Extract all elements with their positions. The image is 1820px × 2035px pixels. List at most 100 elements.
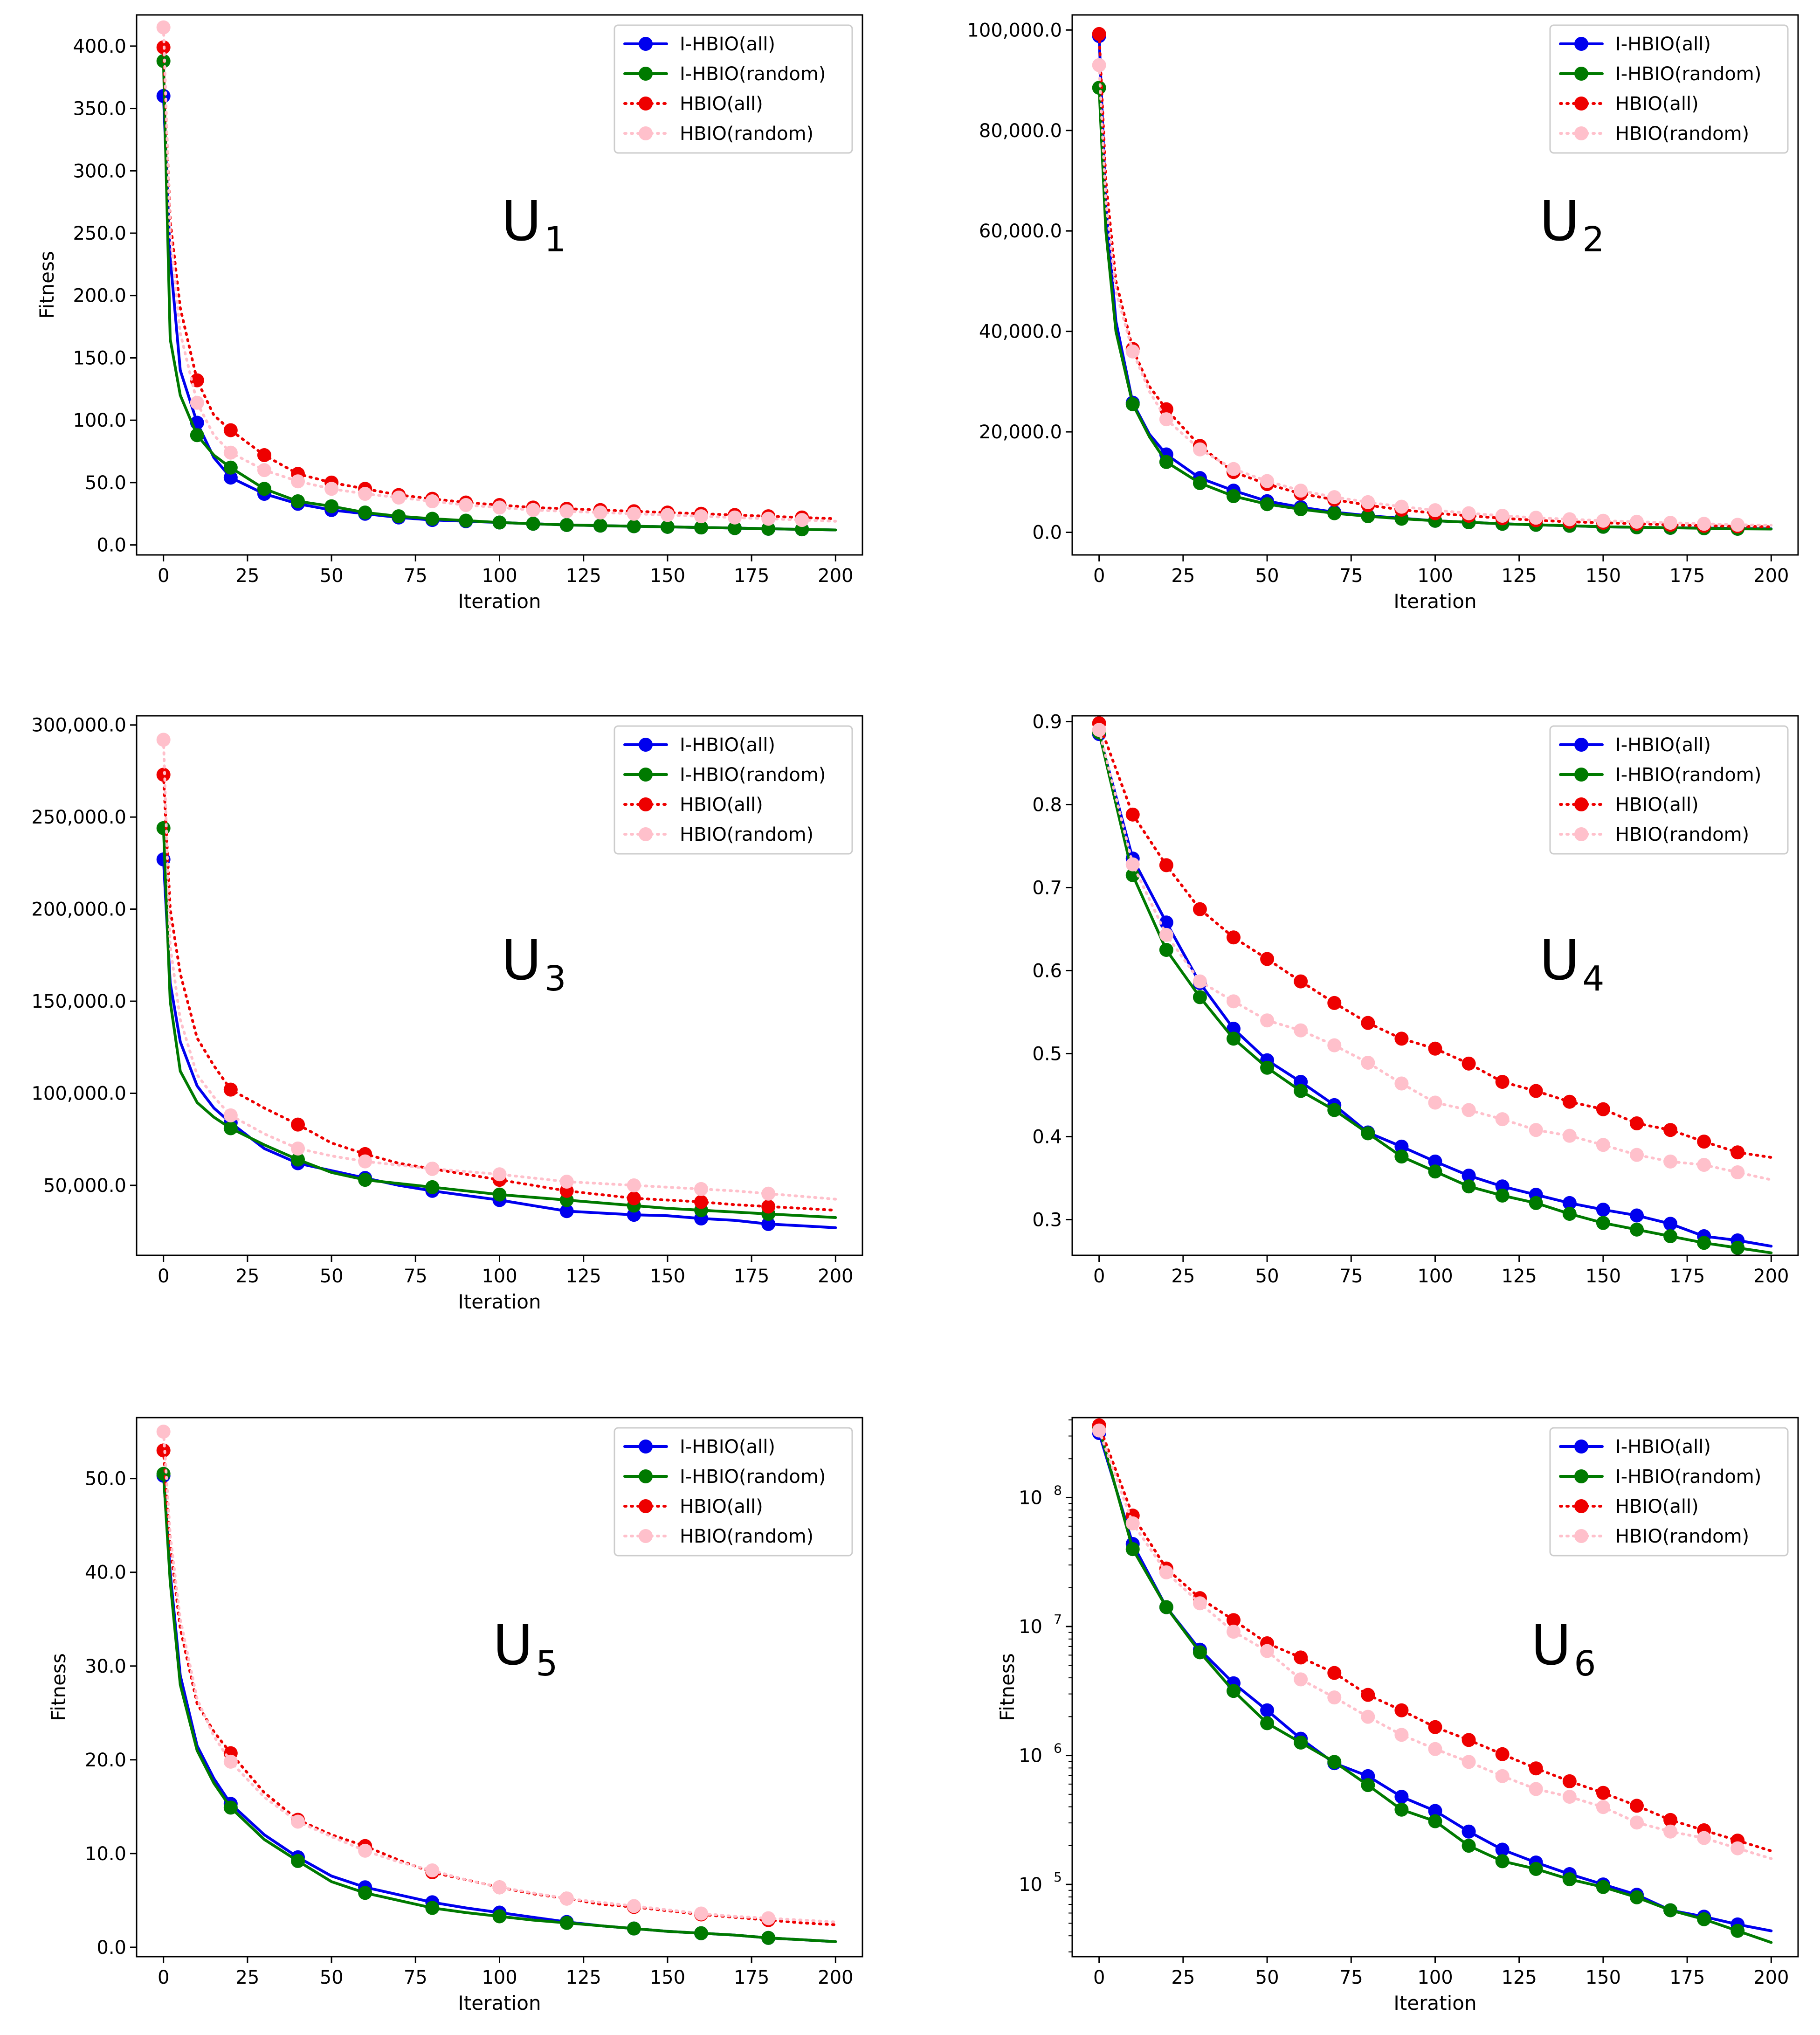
- data-point: [1092, 27, 1106, 41]
- legend: I-HBIO(all) I-HBIO(random) HBIO(all) HBIO(r…: [614, 1427, 853, 1557]
- data-point: [1596, 1216, 1610, 1230]
- x-tick-label: 175: [1669, 1266, 1705, 1287]
- data-point: [1294, 974, 1308, 989]
- legend-swatch-marker: [1574, 738, 1588, 752]
- data-point: [1730, 518, 1745, 532]
- panel-label: U1: [501, 189, 566, 260]
- data-point: [1260, 1013, 1275, 1028]
- data-point: [257, 463, 271, 478]
- y-tick-label: 30.0: [85, 1656, 126, 1677]
- data-point: [1294, 502, 1308, 516]
- x-tick-label: 175: [1669, 565, 1705, 587]
- panel-letter: U: [501, 189, 541, 253]
- legend-entry-label: I-HBIO(all): [680, 734, 775, 756]
- x-tick-label: 25: [235, 1967, 259, 1988]
- y-tick-label: 0.9: [1032, 711, 1062, 733]
- data-point: [1529, 1862, 1543, 1876]
- data-point: [1730, 1841, 1745, 1855]
- data-point: [1361, 1126, 1375, 1141]
- legend-entry-label: HBIO(all): [680, 794, 763, 816]
- legend-box: [614, 1427, 853, 1557]
- y-tick-label: 0.6: [1032, 960, 1062, 982]
- data-point: [156, 768, 171, 782]
- legend-entry-label: I-HBIO(all): [680, 1436, 775, 1458]
- data-point: [1428, 1742, 1442, 1756]
- x-tick-label: 50: [1255, 565, 1279, 587]
- data-point: [1125, 857, 1140, 872]
- y-tick-label: 250,000.0: [31, 807, 126, 828]
- legend-swatch-marker: [639, 738, 653, 752]
- data-point: [425, 1901, 440, 1915]
- plot-area: [1092, 1418, 1773, 1944]
- data-point: [1227, 489, 1241, 503]
- data-point: [795, 513, 809, 527]
- data-point: [1159, 928, 1173, 942]
- x-tick-label: 150: [1586, 1967, 1621, 1988]
- data-point: [1394, 1703, 1409, 1717]
- data-point: [156, 1467, 171, 1481]
- data-point: [223, 1082, 238, 1097]
- data-point: [1663, 1903, 1678, 1917]
- data-point: [257, 448, 271, 463]
- y-tick-label: 0.0: [1032, 522, 1062, 544]
- legend-swatch-marker: [639, 797, 653, 811]
- data-point: [1697, 1236, 1711, 1250]
- data-point: [559, 1891, 574, 1906]
- y-tick-label: 400.0: [73, 36, 126, 57]
- data-point: [1394, 499, 1409, 514]
- data-point: [156, 733, 171, 747]
- data-point: [1227, 1031, 1241, 1046]
- x-tick-label: 0: [1093, 1266, 1105, 1287]
- data-point: [1596, 1102, 1610, 1116]
- data-point: [1193, 1596, 1207, 1611]
- data-point: [1125, 1516, 1140, 1530]
- legend-entry-label: I-HBIO(all): [1615, 34, 1711, 55]
- data-point: [627, 1921, 641, 1936]
- data-point: [459, 513, 473, 528]
- x-tick-label: 50: [320, 565, 344, 587]
- panel-letter: U: [1531, 1613, 1571, 1677]
- legend-swatch-marker: [639, 67, 653, 81]
- data-point: [1630, 1116, 1644, 1130]
- y-tick-label: 50.0: [85, 472, 126, 494]
- data-point: [1193, 990, 1207, 1004]
- legend-entry-label: I-HBIO(random): [680, 764, 826, 786]
- data-point: [459, 498, 473, 512]
- y-axis-label: Fitness: [47, 1653, 70, 1721]
- y-tick-label: 100,000.0: [967, 20, 1062, 41]
- data-point: [526, 503, 540, 517]
- data-point: [291, 474, 305, 489]
- data-point: [1428, 1095, 1442, 1110]
- y-tick-label: 150,000.0: [31, 991, 126, 1012]
- legend-entry-label: HBIO(random): [680, 1526, 813, 1547]
- y-tick-exponent: 5: [1054, 1869, 1062, 1885]
- data-point: [1630, 1890, 1644, 1904]
- y-tick-exponent: 7: [1054, 1612, 1062, 1627]
- data-point: [1125, 868, 1140, 882]
- x-tick-label: 0: [158, 1967, 169, 1988]
- panel-letter: U: [1539, 928, 1579, 992]
- legend-swatch-marker: [1574, 1499, 1588, 1513]
- data-point: [761, 512, 776, 526]
- data-point: [425, 1162, 440, 1176]
- data-point: [1529, 1196, 1543, 1210]
- data-point: [1730, 1165, 1745, 1179]
- data-point: [1562, 1774, 1577, 1788]
- data-point: [1462, 1839, 1476, 1853]
- data-point: [190, 428, 204, 443]
- legend-swatch-marker: [639, 126, 653, 140]
- x-tick-label: 0: [1093, 565, 1105, 587]
- data-point: [694, 509, 708, 524]
- data-point: [1294, 484, 1308, 498]
- data-point: [1462, 1733, 1476, 1747]
- data-point: [324, 482, 339, 496]
- data-point: [728, 510, 742, 525]
- y-tick-label: 250.0: [73, 223, 126, 244]
- legend-swatch-marker: [1574, 1469, 1588, 1483]
- data-point: [1428, 1041, 1442, 1056]
- data-point: [1730, 1240, 1745, 1255]
- data-point: [492, 500, 507, 515]
- data-point: [1159, 412, 1173, 427]
